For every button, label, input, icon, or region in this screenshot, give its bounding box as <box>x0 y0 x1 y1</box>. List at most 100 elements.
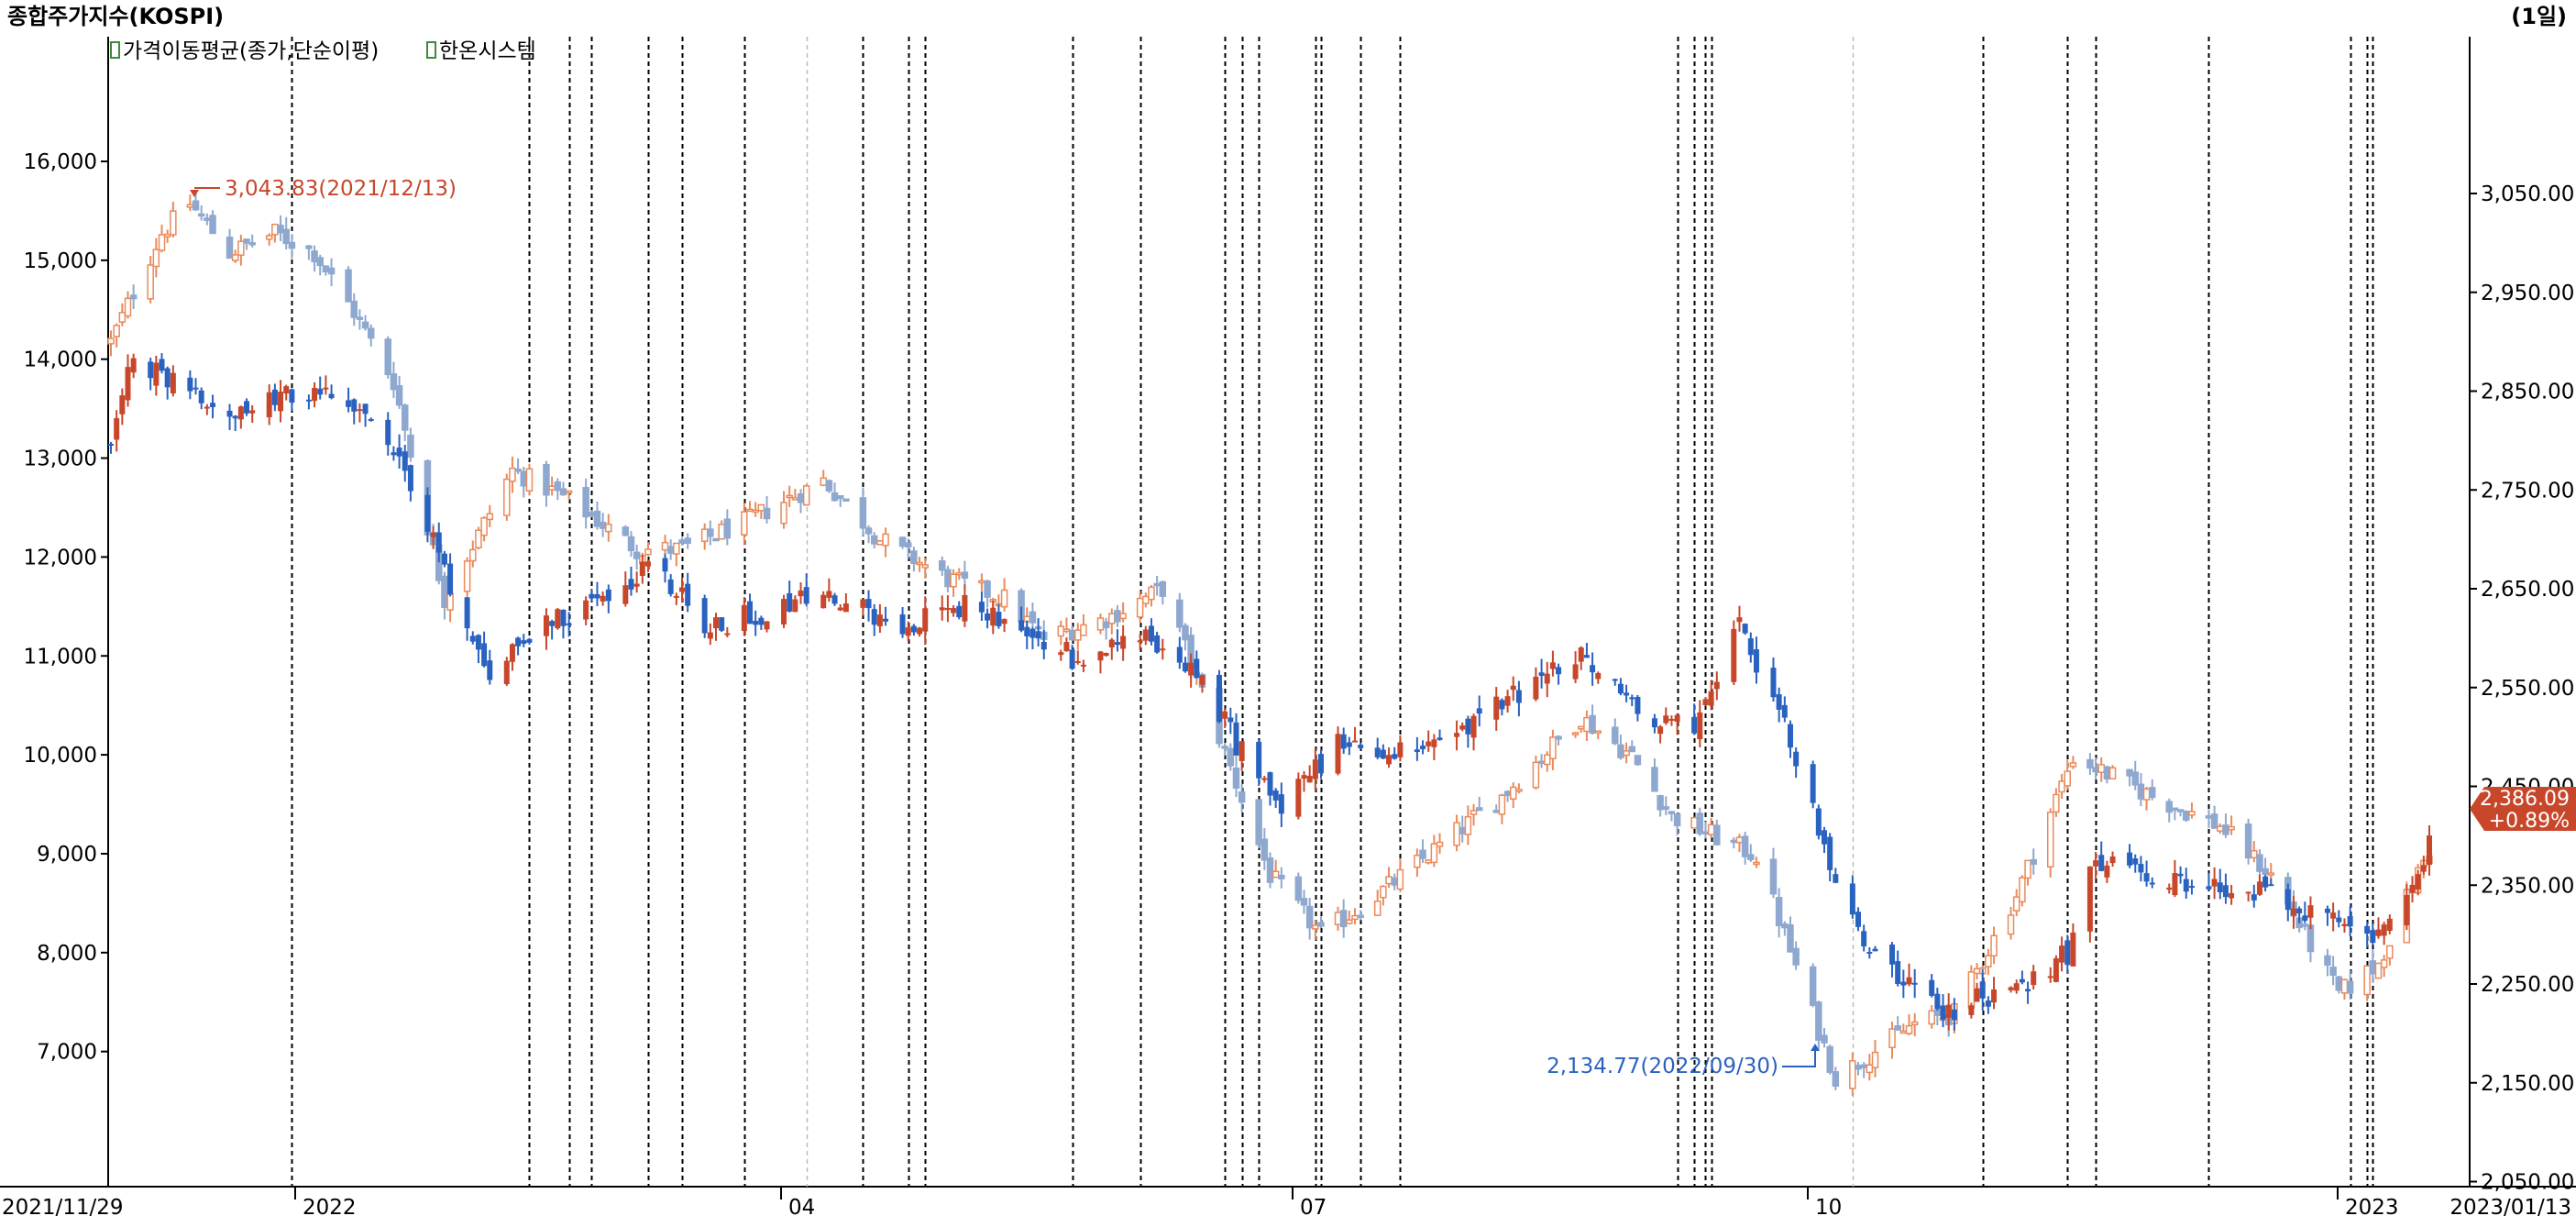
kospi-candle-body <box>277 225 284 234</box>
kospi-candle-body <box>1108 613 1116 625</box>
kospi-candle-body <box>2176 809 2185 812</box>
left-axis-tick-label: 15,000 <box>24 249 97 273</box>
kospi-candle-body <box>1459 826 1466 835</box>
kospi-candle-body <box>345 269 352 303</box>
hanon-candle-body <box>2172 873 2178 896</box>
hanon-candle-body <box>1312 759 1318 779</box>
kospi-candle-body <box>802 485 810 506</box>
kospi-candle-body <box>1153 582 1161 587</box>
hanon-candle-body <box>939 607 945 611</box>
hanon-candle-body <box>1227 717 1234 723</box>
hanon-candle-body <box>1793 751 1800 767</box>
hanon-candle-body <box>509 644 515 662</box>
hanon-candle-body <box>1533 676 1539 700</box>
hanon-candle-body <box>594 594 600 599</box>
hanon-candle-body <box>1188 662 1194 676</box>
kospi-candle-body <box>2324 955 2331 967</box>
kospi-candle-body <box>2369 960 2377 975</box>
kospi-candle-body <box>1373 901 1382 916</box>
kospi-candle-body <box>1232 767 1240 789</box>
kospi-candle-body <box>1102 621 1110 629</box>
kospi-candle-body <box>757 503 765 512</box>
kospi-candle-body <box>700 528 709 542</box>
hanon-candle-body <box>667 579 674 594</box>
kospi-candle-body <box>107 337 115 345</box>
left-axis-tick-label: 11,000 <box>24 645 97 669</box>
kospi-candle-body <box>2217 825 2224 832</box>
hanon-candle-body <box>1810 764 1816 803</box>
kospi-candle-body <box>1855 1065 1862 1070</box>
period-label[interactable]: (1일) <box>2511 4 2567 29</box>
kospi-candle-body <box>463 560 471 592</box>
hanon-candle-body <box>2290 908 2296 916</box>
kospi-candle-body <box>1419 849 1426 859</box>
legend-label-hanon[interactable]: 한온시스템 <box>439 39 536 63</box>
kospi-candle-body <box>825 480 833 492</box>
hanon-candle-body <box>1815 808 1822 836</box>
kospi-candle-body <box>243 238 250 244</box>
hanon-candle-body <box>351 399 358 412</box>
hanon-candle-body <box>764 621 770 630</box>
right-axis-tick-label: 2,750.00 <box>2481 479 2574 503</box>
kospi-candle-body <box>520 470 528 487</box>
kospi-candle-body <box>2053 793 2060 813</box>
hanon-candle-body <box>2404 895 2410 926</box>
kospi-candle-body <box>113 325 120 337</box>
kospi-candle-body <box>231 254 239 261</box>
hanon-candle-body <box>996 612 1002 626</box>
left-axis-tick-label: 16,000 <box>24 150 97 174</box>
hanon-candle-body <box>289 389 295 403</box>
hanon-candle-body <box>1142 629 1149 641</box>
left-axis-tick-label: 12,000 <box>24 546 97 569</box>
hanon-candle-body <box>2427 835 2432 866</box>
hanon-candle-body <box>2047 976 2053 978</box>
hanon-candle-body <box>249 410 256 414</box>
kospi-candle-body <box>2386 945 2394 959</box>
kospi-candle-body <box>2097 764 2105 773</box>
hanon-candle-body <box>990 607 996 626</box>
hanon-candle-body <box>1272 790 1279 801</box>
kospi-candle-body <box>2210 813 2218 829</box>
chart-title: 종합주가지수(KOSPI) <box>7 4 224 29</box>
hanon-candle-body <box>1895 961 1901 985</box>
hanon-candle-body <box>2109 857 2116 864</box>
kospi-candle-body <box>1549 736 1557 759</box>
hanon-candle-body <box>1233 722 1239 756</box>
hanon-candle-body <box>1968 1005 1975 1015</box>
kospi-candle-body <box>2137 783 2145 800</box>
kospi-candle-body <box>1849 1060 1856 1089</box>
kospi-candle-body <box>543 463 550 496</box>
hanon-candle-body <box>1154 635 1161 653</box>
kospi-candle-body <box>1385 876 1393 885</box>
hanon-candle-body <box>1114 642 1120 646</box>
x-axis-tick-label: 2021/11/29 <box>2 1196 124 1220</box>
current-price-badge: 2,386.09 +0.89% <box>2470 787 2576 833</box>
hanon-candle-body <box>1426 741 1432 746</box>
hanon-candle-body <box>521 640 527 645</box>
legend-checkbox-moving-average[interactable] <box>110 41 120 59</box>
hanon-candle-body <box>1414 749 1420 753</box>
kospi-candle-body <box>1176 599 1183 628</box>
kospi-candle-body <box>741 511 748 536</box>
kospi-candle-body <box>1238 790 1246 803</box>
kospi-candle-body <box>503 478 511 516</box>
legend-label-moving-average[interactable]: 가격이동평균(종가,단순이평) <box>123 39 379 63</box>
legend-checkbox-hanon[interactable] <box>426 41 436 59</box>
hanon-candle-body <box>119 395 126 415</box>
hanon-candle-body <box>198 390 204 403</box>
left-axis-tick-label: 14,000 <box>24 348 97 372</box>
hanon-candle-body <box>724 633 731 636</box>
kospi-candle-body <box>593 510 601 527</box>
kospi-candle-body <box>1351 914 1359 921</box>
kospi-candle-body <box>984 580 991 598</box>
hanon-candle-body <box>204 406 210 409</box>
hanon-candle-body <box>1929 979 1935 996</box>
right-axis-tick-label: 3,050.00 <box>2481 182 2574 206</box>
hanon-candle-body <box>1595 672 1602 680</box>
kospi-candle-body <box>2165 801 2174 813</box>
x-axis: 2021/11/29 2022 04 07 10 2023 2023/01/13 <box>2 1187 2571 1220</box>
kospi-candle-body <box>407 434 414 459</box>
hanon-candle-body <box>1951 1009 1957 1021</box>
hanon-candle-body <box>2059 945 2065 963</box>
hanon-candle-body <box>1945 1004 1952 1018</box>
